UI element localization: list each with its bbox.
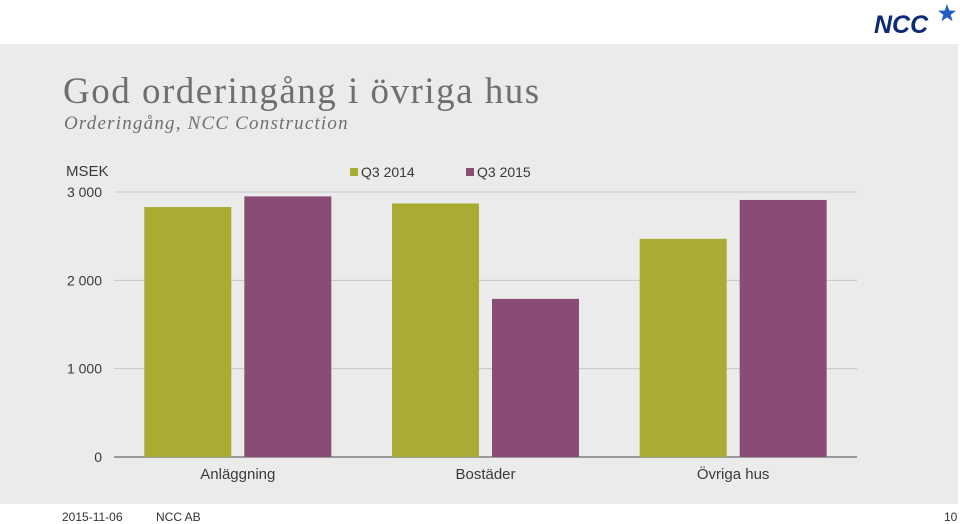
footer-date: 2015-11-06 — [62, 510, 123, 524]
bar-q3-2014 — [392, 203, 479, 457]
bar-q3-2014 — [639, 238, 727, 457]
category-label: Bostäder — [455, 466, 515, 483]
category-label: Övriga hus — [697, 465, 770, 483]
y-tick-label: 0 — [94, 449, 102, 465]
footer-company: NCC AB — [156, 510, 201, 524]
y-tick-label: 1 000 — [67, 361, 102, 377]
category-label: Anläggning — [200, 466, 275, 483]
y-axis-unit: MSEK — [66, 163, 109, 180]
bar-q3-2015 — [244, 196, 332, 457]
ncc-logo: NCC — [874, 4, 956, 38]
slide-title: God orderingång i övriga hus — [63, 71, 541, 112]
legend-label: Q3 2015 — [477, 164, 531, 180]
bar-q3-2015 — [739, 199, 827, 457]
logo-star-icon — [938, 4, 956, 22]
y-tick-label: 3 000 — [67, 184, 102, 200]
logo-text: NCC — [874, 11, 929, 38]
y-tick-label: 2 000 — [67, 272, 102, 288]
slide-subtitle: Orderingång, NCC Construction — [64, 113, 349, 134]
legend-label: Q3 2014 — [361, 164, 415, 180]
page-number: 10 — [944, 510, 958, 524]
legend-swatch — [350, 168, 358, 176]
legend-swatch — [466, 168, 474, 176]
bar-q3-2014 — [144, 207, 232, 457]
bar-q3-2015 — [492, 298, 579, 457]
